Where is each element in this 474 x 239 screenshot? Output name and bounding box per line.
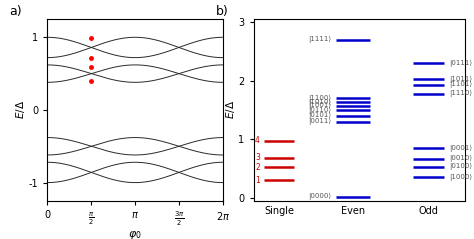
Text: |0001⟩: |0001⟩ [449,144,472,152]
Text: |1101⟩: |1101⟩ [449,81,472,88]
X-axis label: $\varphi_0$: $\varphi_0$ [128,229,142,239]
Text: |1011⟩: |1011⟩ [449,76,472,83]
Text: |0011⟩: |0011⟩ [309,118,332,125]
Text: |0110⟩: |0110⟩ [309,106,332,114]
Text: |1000⟩: |1000⟩ [449,174,472,181]
Text: |1110⟩: |1110⟩ [449,90,472,97]
Text: |0010⟩: |0010⟩ [449,155,472,162]
Text: |1100⟩: |1100⟩ [309,95,332,102]
Text: a): a) [9,5,21,18]
Text: |0101⟩: |0101⟩ [309,112,332,120]
Text: |0100⟩: |0100⟩ [449,163,472,170]
Text: 2: 2 [255,163,260,172]
Text: b): b) [216,5,228,18]
Text: 3: 3 [255,153,260,163]
Text: |1111⟩: |1111⟩ [309,36,332,43]
Text: 1: 1 [255,176,260,185]
Y-axis label: $E/\Delta$: $E/\Delta$ [14,100,27,120]
Text: |1001⟩: |1001⟩ [309,102,332,109]
Text: 4: 4 [255,136,260,146]
Text: |0000⟩: |0000⟩ [309,193,332,200]
Y-axis label: $E/\Delta$: $E/\Delta$ [224,100,237,120]
Text: |1010⟩: |1010⟩ [309,99,332,106]
Text: |0111⟩: |0111⟩ [449,60,472,67]
